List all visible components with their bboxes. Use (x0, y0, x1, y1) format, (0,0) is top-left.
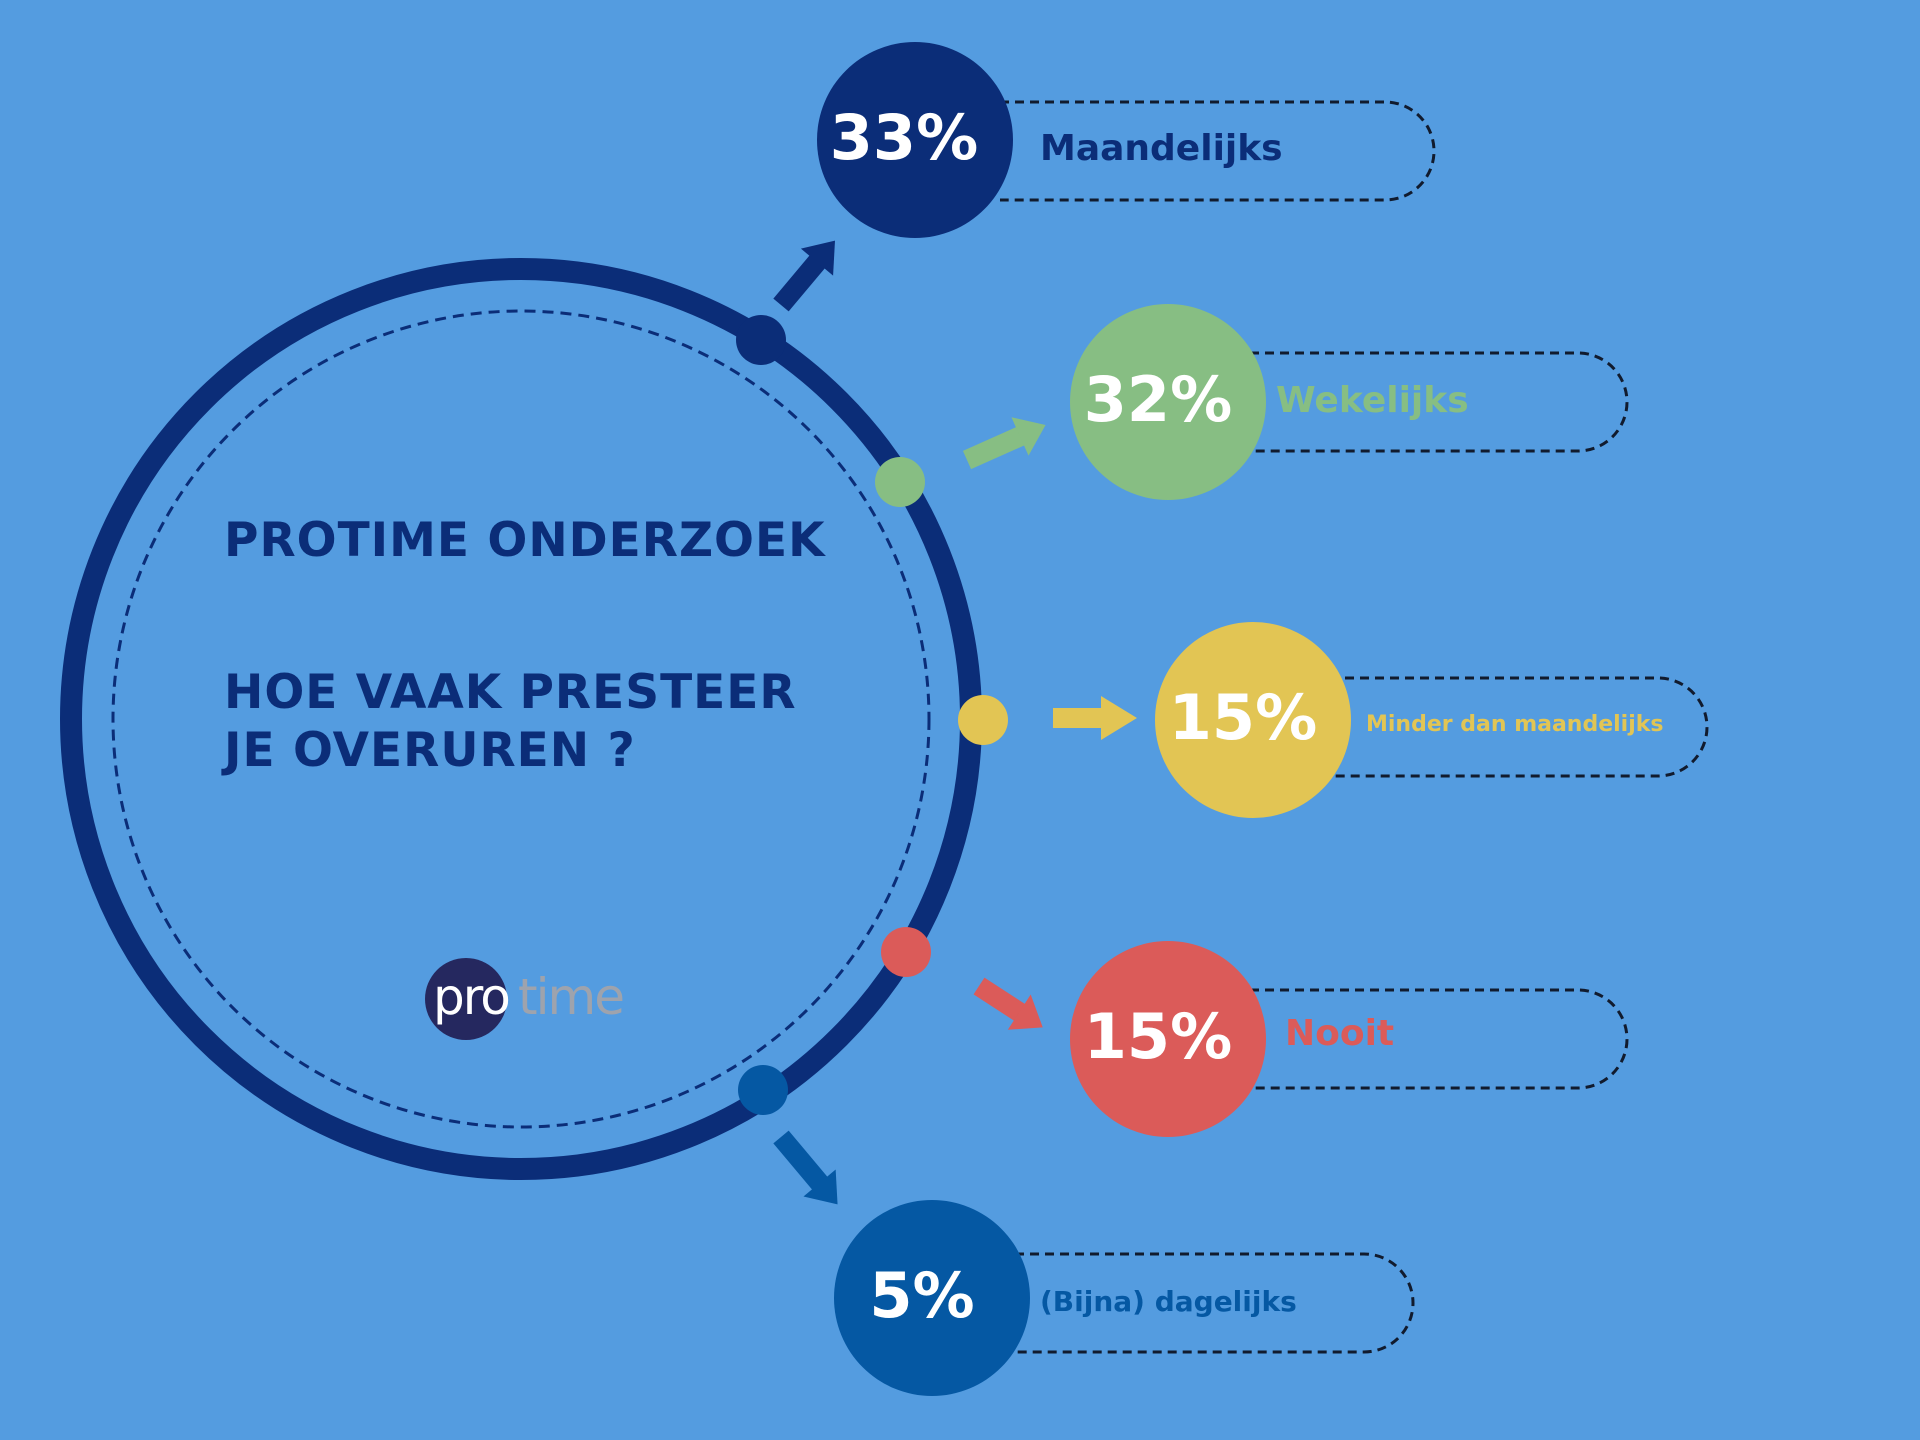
value-circle-minder (1155, 622, 1351, 818)
value-dagelijks: 5% (869, 1259, 975, 1332)
pill-outline-nooit (1250, 988, 1629, 1090)
arrow-minder (1053, 696, 1137, 740)
title-line-2: HOE VAAK PRESTEER (224, 665, 797, 720)
value-circle-dagelijks (834, 1200, 1030, 1396)
title-line-1: PROTIME ONDERZOEK (224, 513, 826, 568)
logo-time: time (518, 968, 625, 1026)
survey-title: PROTIME ONDERZOEK HOE VAAK PRESTEER JE O… (224, 512, 904, 780)
logo-pro: pro (433, 968, 511, 1026)
marker-dot-nooit (881, 927, 931, 977)
inner-dashed-ring (111, 309, 931, 1129)
marker-dot-wekelijks (875, 457, 925, 507)
value-circle-wekelijks (1070, 304, 1266, 500)
marker-dot-maandelijks (736, 315, 786, 365)
arrow-nooit (973, 977, 1043, 1030)
value-minder: 15% (1168, 681, 1318, 754)
value-maandelijks: 33% (829, 101, 979, 174)
label-nooit: Nooit (1285, 1013, 1395, 1054)
logo-disc (425, 958, 507, 1040)
protime-logo: pro time (425, 958, 625, 1040)
marker-dot-minder (958, 695, 1008, 745)
pill-outline-wekelijks (1250, 351, 1629, 453)
pill-outline-dagelijks (1015, 1252, 1415, 1354)
value-circle-maandelijks (817, 42, 1013, 238)
title-line-3: JE OVERUREN ? (224, 723, 636, 778)
arrow-maandelijks (773, 240, 835, 312)
value-nooit: 15% (1083, 1000, 1233, 1073)
value-circle-nooit (1070, 941, 1266, 1137)
label-minder: Minder dan maandelijks (1366, 712, 1664, 737)
marker-dot-dagelijks (738, 1065, 788, 1115)
arrow-dagelijks (773, 1130, 838, 1205)
pill-outline-minder (1330, 676, 1709, 778)
arrow-wekelijks (962, 417, 1046, 470)
label-wekelijks: Wekelijks (1276, 380, 1469, 421)
value-wekelijks: 32% (1083, 363, 1233, 436)
label-dagelijks: (Bijna) dagelijks (1040, 1285, 1297, 1318)
label-maandelijks: Maandelijks (1040, 128, 1283, 169)
